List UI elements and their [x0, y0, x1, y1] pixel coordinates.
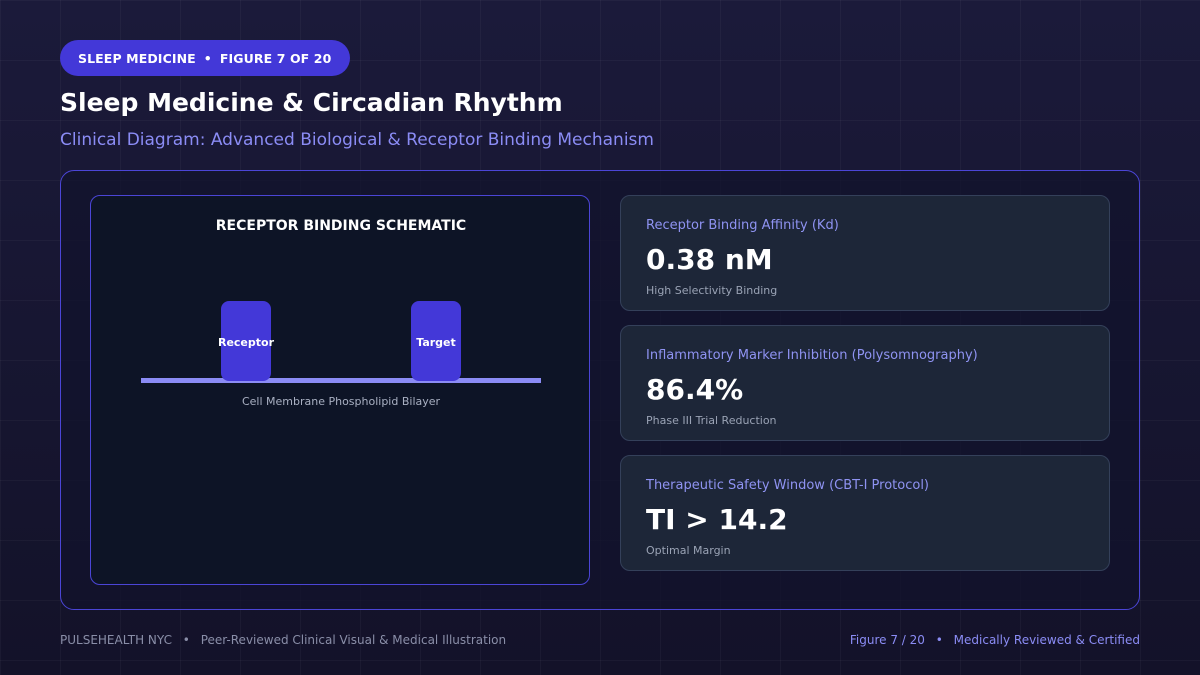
footer-brand-line: PULSEHEALTH NYC • Peer-Reviewed Clinical…	[60, 633, 506, 647]
receptor-label: Receptor	[218, 336, 275, 349]
membrane-label: Cell Membrane Phospholipid Bilayer	[242, 395, 441, 408]
metric-label: Inflammatory Marker Inhibition (Polysomn…	[646, 348, 978, 363]
page-subtitle: Clinical Diagram: Advanced Biological & …	[60, 130, 654, 150]
badge-figure-label: FIGURE 7 OF 20	[219, 50, 332, 66]
diagram-title: RECEPTOR BINDING SCHEMATIC	[216, 218, 466, 234]
target-label: Target	[416, 336, 456, 349]
metric-card-safety-window: Therapeutic Safety Window (CBT-I Protoco…	[620, 455, 1110, 571]
receptor-diagram-panel: RECEPTOR BINDING SCHEMATIC Receptor Targ…	[90, 195, 590, 585]
metric-value: 86.4%	[646, 373, 744, 406]
footer-separator: •	[182, 633, 190, 647]
receptor-node	[221, 301, 271, 381]
metric-note: High Selectivity Binding	[646, 284, 778, 297]
metric-card-binding-affinity: Receptor Binding Affinity (Kd) 0.38 nM H…	[620, 195, 1110, 311]
badge-separator: •	[203, 50, 212, 66]
footer-figure: Figure 7 / 20	[849, 633, 925, 647]
footer-separator: •	[935, 633, 943, 647]
metric-value: 0.38 nM	[646, 243, 773, 276]
metric-card-marker-inhibition: Inflammatory Marker Inhibition (Polysomn…	[620, 325, 1110, 441]
footer-tagline: Peer-Reviewed Clinical Visual & Medical …	[200, 633, 507, 647]
footer-certification: Medically Reviewed & Certified	[953, 633, 1140, 647]
cell-membrane	[141, 378, 541, 383]
metric-note: Optimal Margin	[646, 544, 731, 557]
metric-note: Phase III Trial Reduction	[646, 414, 777, 427]
badge-section-label: SLEEP MEDICINE	[78, 50, 196, 66]
receptor-diagram: RECEPTOR BINDING SCHEMATIC Receptor Targ…	[141, 218, 541, 408]
footer-figure-line: Figure 7 / 20 • Medically Reviewed & Cer…	[850, 633, 1140, 647]
metric-label: Therapeutic Safety Window (CBT-I Protoco…	[646, 478, 930, 493]
footer-brand: PULSEHEALTH NYC	[60, 633, 172, 647]
page-title: Sleep Medicine & Circadian Rhythm	[60, 88, 563, 117]
metric-label: Receptor Binding Affinity (Kd)	[646, 218, 839, 233]
section-badge: SLEEP MEDICINE • FIGURE 7 OF 20	[60, 40, 350, 76]
target-node	[411, 301, 461, 381]
metric-value: TI > 14.2	[646, 503, 788, 536]
